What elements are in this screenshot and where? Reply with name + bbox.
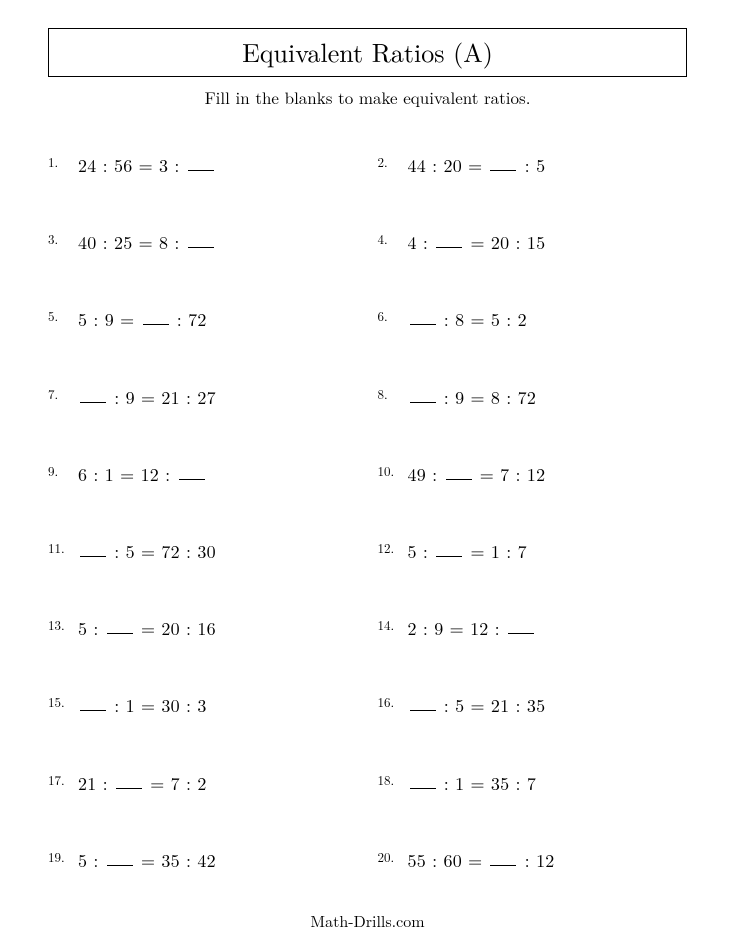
problem-number: 17. <box>48 770 78 789</box>
problem-number: 15. <box>48 692 78 711</box>
problem-expression: : 9 = 8 : 72 <box>408 385 537 410</box>
problem-expression: 4 : = 20 : 15 <box>408 230 546 255</box>
blank-field[interactable] <box>107 618 133 634</box>
problem-row: 8. : 9 = 8 : 72 <box>378 359 688 436</box>
problem-row: 12.5 : = 1 : 7 <box>378 513 688 590</box>
problem-row: 2.44 : 20 = : 5 <box>378 127 688 204</box>
problem-expression: 49 : = 7 : 12 <box>408 462 546 487</box>
problem-row: 15. : 1 = 30 : 3 <box>48 667 358 744</box>
problem-expression: 5 : = 20 : 16 <box>78 616 216 641</box>
blank-field[interactable] <box>116 772 142 788</box>
problem-expression: : 5 = 21 : 35 <box>408 693 546 718</box>
blank-field[interactable] <box>490 155 516 171</box>
problems-grid: 1.24 : 56 = 3 : 2.44 : 20 = : 5 3.40 : 25… <box>48 127 687 899</box>
problem-expression: : 1 = 35 : 7 <box>408 771 537 796</box>
problem-row: 1.24 : 56 = 3 : <box>48 127 358 204</box>
problem-expression: 21 : = 7 : 2 <box>78 771 207 796</box>
blank-field[interactable] <box>80 541 106 557</box>
instructions-text: Fill in the blanks to make equivalent ra… <box>48 85 687 109</box>
problem-expression: : 8 = 5 : 2 <box>408 307 527 332</box>
problem-number: 8. <box>378 384 408 403</box>
blank-field[interactable] <box>436 232 462 248</box>
problem-number: 4. <box>378 229 408 248</box>
problem-expression: 55 : 60 = : 12 <box>408 848 555 873</box>
problem-expression: : 9 = 21 : 27 <box>78 385 216 410</box>
problem-expression: 6 : 1 = 12 : <box>78 462 207 487</box>
problem-row: 9.6 : 1 = 12 : <box>48 436 358 513</box>
problem-row: 6. : 8 = 5 : 2 <box>378 281 688 358</box>
problem-row: 13.5 : = 20 : 16 <box>48 590 358 667</box>
problem-row: 17.21 : = 7 : 2 <box>48 745 358 822</box>
problem-row: 7. : 9 = 21 : 27 <box>48 359 358 436</box>
problem-expression: 24 : 56 = 3 : <box>78 153 216 178</box>
problem-expression: 5 : = 1 : 7 <box>408 539 527 564</box>
problem-number: 1. <box>48 152 78 171</box>
blank-field[interactable] <box>410 386 436 402</box>
problem-row: 14.2 : 9 = 12 : <box>378 590 688 667</box>
worksheet-page: Equivalent Ratios (A) Fill in the blanks… <box>0 0 735 952</box>
problem-number: 20. <box>378 847 408 866</box>
problem-number: 18. <box>378 770 408 789</box>
problem-row: 5.5 : 9 = : 72 <box>48 281 358 358</box>
problem-number: 2. <box>378 152 408 171</box>
problem-expression: 44 : 20 = : 5 <box>408 153 546 178</box>
blank-field[interactable] <box>446 464 472 480</box>
problem-row: 18. : 1 = 35 : 7 <box>378 745 688 822</box>
problem-row: 10.49 : = 7 : 12 <box>378 436 688 513</box>
blank-field[interactable] <box>410 772 436 788</box>
problem-row: 11. : 5 = 72 : 30 <box>48 513 358 590</box>
problem-number: 10. <box>378 461 408 480</box>
problem-number: 12. <box>378 538 408 557</box>
problem-number: 7. <box>48 384 78 403</box>
title-box: Equivalent Ratios (A) <box>48 28 687 77</box>
blank-field[interactable] <box>188 155 214 171</box>
blank-field[interactable] <box>107 850 133 866</box>
problem-number: 11. <box>48 538 78 557</box>
blank-field[interactable] <box>410 309 436 325</box>
problem-number: 16. <box>378 692 408 711</box>
problem-number: 6. <box>378 306 408 325</box>
blank-field[interactable] <box>179 464 205 480</box>
problem-number: 9. <box>48 461 78 480</box>
problem-number: 14. <box>378 615 408 634</box>
blank-field[interactable] <box>188 232 214 248</box>
blank-field[interactable] <box>143 309 169 325</box>
footer-text: Math-Drills.com <box>48 899 687 932</box>
blank-field[interactable] <box>490 850 516 866</box>
blank-field[interactable] <box>80 695 106 711</box>
problem-expression: 5 : = 35 : 42 <box>78 848 216 873</box>
problem-row: 3.40 : 25 = 8 : <box>48 204 358 281</box>
problem-expression: 5 : 9 = : 72 <box>78 307 207 332</box>
problem-number: 5. <box>48 306 78 325</box>
problem-number: 13. <box>48 615 78 634</box>
problem-number: 3. <box>48 229 78 248</box>
problem-expression: 2 : 9 = 12 : <box>408 616 537 641</box>
blank-field[interactable] <box>508 618 534 634</box>
problem-expression: : 1 = 30 : 3 <box>78 693 207 718</box>
blank-field[interactable] <box>410 695 436 711</box>
blank-field[interactable] <box>80 386 106 402</box>
problem-expression: 40 : 25 = 8 : <box>78 230 216 255</box>
page-title: Equivalent Ratios (A) <box>242 33 493 70</box>
problem-expression: : 5 = 72 : 30 <box>78 539 216 564</box>
problem-number: 19. <box>48 847 78 866</box>
problem-row: 16. : 5 = 21 : 35 <box>378 667 688 744</box>
problem-row: 4.4 : = 20 : 15 <box>378 204 688 281</box>
problem-row: 19.5 : = 35 : 42 <box>48 822 358 899</box>
blank-field[interactable] <box>436 541 462 557</box>
problem-row: 20.55 : 60 = : 12 <box>378 822 688 899</box>
